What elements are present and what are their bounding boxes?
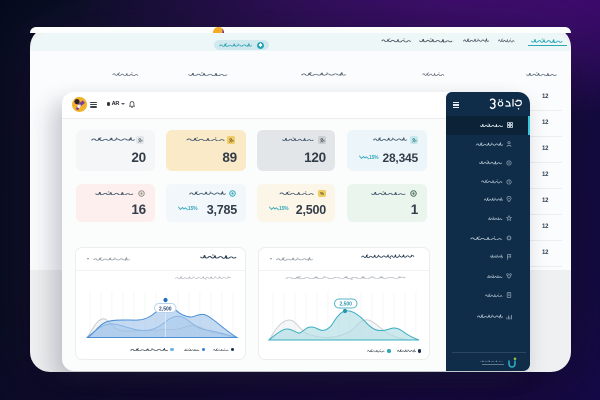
svg-text:2,500: 2,500 — [339, 302, 352, 308]
svg-text:2,500: 2,500 — [159, 306, 172, 312]
